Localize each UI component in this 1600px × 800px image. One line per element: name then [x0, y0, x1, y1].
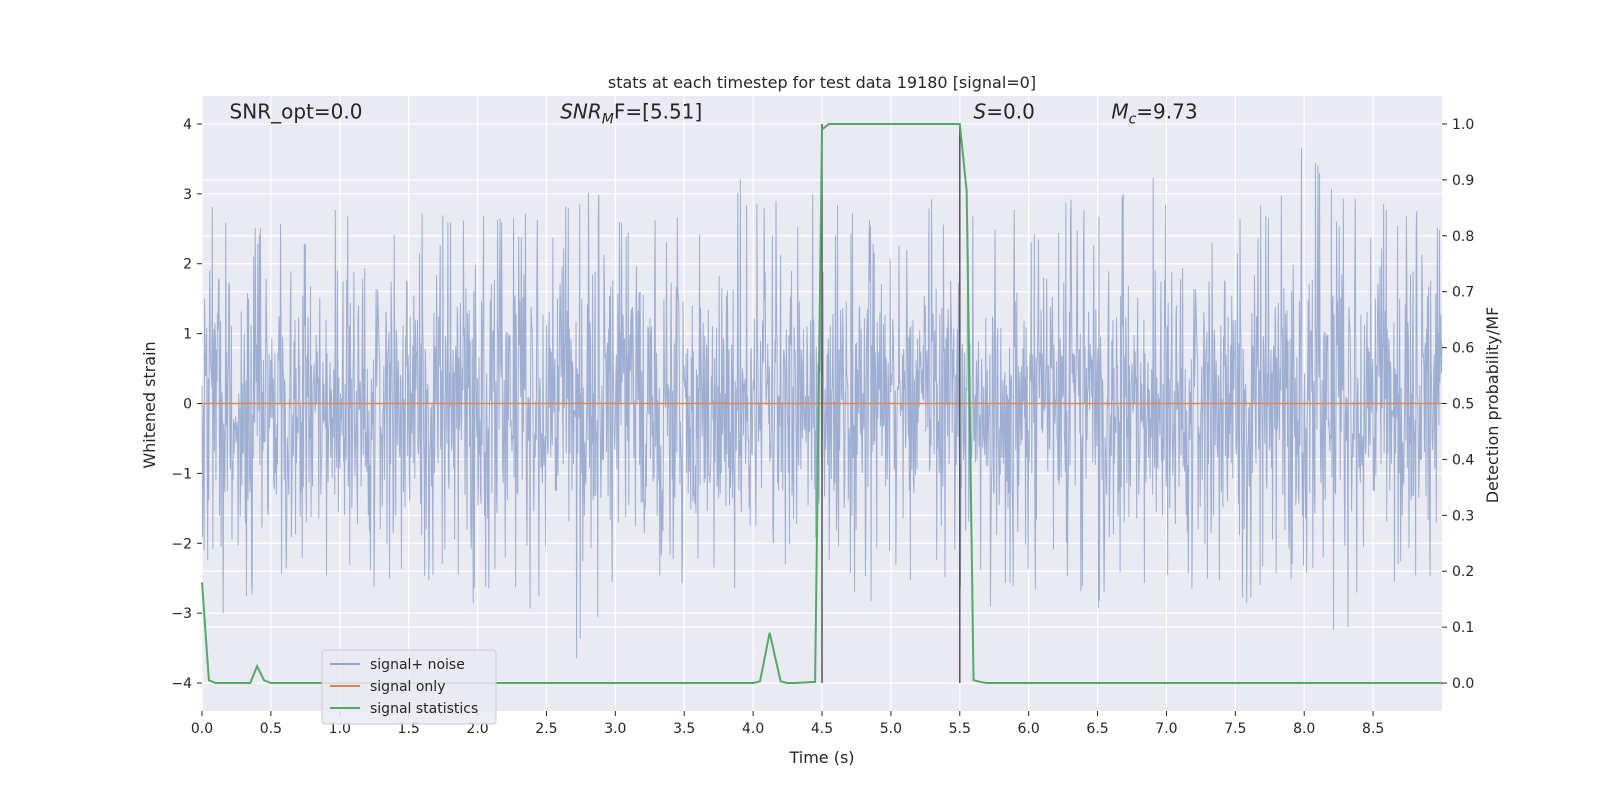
right-tick-label: 0.5 — [1452, 397, 1474, 413]
left-tick-label: 0 — [183, 397, 192, 413]
right-tick-label: 1.0 — [1452, 117, 1474, 133]
x-tick-label: 3.5 — [673, 721, 695, 737]
right-tick-label: 0.4 — [1452, 452, 1474, 468]
left-tick-label: 4 — [183, 117, 192, 133]
x-tick-label: 5.5 — [949, 721, 971, 737]
left-tick-label: 3 — [183, 187, 192, 203]
legend-label-stats: signal statistics — [370, 701, 478, 717]
right-tick-label: 0.7 — [1452, 285, 1474, 301]
x-tick-label: 7.5 — [1224, 721, 1246, 737]
stat-annotation: Mc=9.73 — [1111, 99, 1197, 127]
x-tick-label: 4.5 — [811, 721, 833, 737]
x-axis-label: Time (s) — [788, 748, 854, 767]
right-tick-label: 0.2 — [1452, 564, 1474, 580]
x-tick-label: 2.0 — [466, 721, 488, 737]
left-tick-label: 1 — [183, 327, 192, 343]
left-tick-label: −2 — [171, 536, 192, 552]
x-tick-label: 0.0 — [191, 721, 213, 737]
legend-box — [321, 649, 497, 725]
legend: signal+ noise signal only signal statist… — [321, 649, 497, 725]
x-tick-label: 0.5 — [260, 721, 282, 737]
stat-annotation: SNRMF=[5.51] — [560, 99, 702, 127]
x-axis-ticks: 0.0 0.5 1.0 1.5 2.0 2.5 3.0 3.5 4.0 4.5 5.0 5.5 6.0 6… — [191, 711, 1384, 737]
x-tick-label: 1.5 — [398, 721, 420, 737]
x-tick-label: 5.0 — [880, 721, 902, 737]
right-tick-label: 0.8 — [1452, 229, 1474, 245]
right-axis-ticks: 1.0 0.9 0.8 0.7 0.6 0.5 0.4 0.3 0.2 0.1 0.0 — [1442, 117, 1474, 692]
x-tick-label: 8.0 — [1293, 721, 1315, 737]
left-tick-label: 2 — [183, 257, 192, 273]
right-tick-label: 0.3 — [1452, 508, 1474, 524]
series-signal-statistics — [201, 122, 1442, 685]
signal-statistics-line — [201, 122, 1442, 685]
right-tick-label: 0.9 — [1452, 173, 1474, 189]
left-tick-label: −1 — [171, 466, 192, 482]
left-axis-label: Whitened strain — [140, 341, 159, 468]
x-tick-label: 6.5 — [1086, 721, 1108, 737]
x-tick-label: 3.0 — [604, 721, 626, 737]
stat-annotation: SNR_opt=0.0 — [230, 99, 363, 123]
left-tick-label: −4 — [171, 676, 192, 692]
right-tick-label: 0.1 — [1452, 620, 1474, 636]
legend-label-signal-only: signal only — [370, 679, 445, 695]
legend-label-noise: signal+ noise — [370, 657, 465, 673]
left-axis-ticks: 4 3 2 1 0 −1 −2 −3 −4 — [171, 117, 202, 692]
x-tick-label: 2.5 — [535, 721, 557, 737]
right-tick-label: 0.6 — [1452, 341, 1474, 357]
x-tick-label: 6.0 — [1018, 721, 1040, 737]
x-tick-label: 4.0 — [742, 721, 764, 737]
x-tick-label: 8.5 — [1362, 721, 1384, 737]
left-tick-label: −3 — [171, 606, 192, 622]
annotations: SNR_opt=0.0 SNRMF=[5.51] S=0.0 Mc=9.73 — [230, 99, 1198, 127]
right-tick-label: 0.0 — [1452, 676, 1474, 692]
right-axis-label: Detection probability/MF — [1483, 307, 1502, 504]
vertical-markers — [821, 123, 961, 684]
stat-annotation: S=0.0 — [974, 99, 1035, 123]
chart-title: stats at each timestep for test data 191… — [608, 73, 1036, 92]
x-tick-label: 1.0 — [329, 721, 351, 737]
x-tick-label: 7.0 — [1155, 721, 1177, 737]
